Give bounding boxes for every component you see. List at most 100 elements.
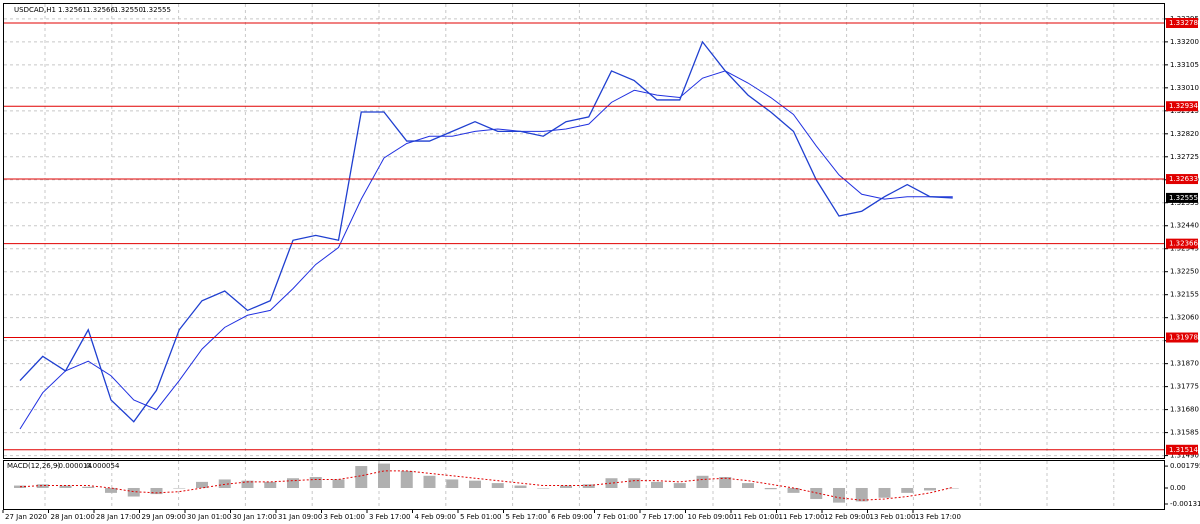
- macd-bar: [82, 486, 95, 488]
- level-label: 1.33278: [1169, 19, 1198, 27]
- x-tick-label: 13 Feb 17:00: [915, 513, 961, 521]
- level-label: 1.31978: [1169, 334, 1198, 342]
- macd-bar: [150, 487, 163, 495]
- x-tick-label: 30 Jan 17:00: [233, 513, 277, 521]
- macd-bar: [196, 481, 208, 488]
- macd-signal: [19, 470, 953, 501]
- x-tick-label: 29 Jan 09:00: [142, 513, 186, 521]
- level-tag: [1166, 444, 1198, 455]
- level-tag: [1166, 174, 1198, 185]
- y-tick-label: 0.00: [1170, 484, 1186, 492]
- macd-bar: [742, 483, 754, 488]
- macd-bar: [605, 478, 618, 488]
- macd-bar: [378, 463, 390, 488]
- macd-bar: [446, 479, 459, 488]
- current-price-label: 1.32555: [1169, 194, 1198, 202]
- macd-bar: [787, 487, 800, 493]
- macd-bar: [287, 478, 299, 488]
- y-tick-label: 0.001795: [1170, 462, 1200, 470]
- macd-signal-value: 0.000054: [86, 462, 120, 470]
- y-tick-label: 1.32060: [1170, 314, 1199, 322]
- y-tick-label: 1.32440: [1170, 222, 1199, 230]
- level-tag: [1166, 238, 1198, 249]
- macd-bar: [309, 477, 322, 488]
- x-tick-label: 7 Feb 01:00: [597, 513, 638, 521]
- y-tick-label: 1.32820: [1170, 130, 1199, 138]
- quote-high: 1.32566: [86, 6, 115, 14]
- x-tick-label: 3 Feb 01:00: [324, 513, 365, 521]
- macd-bar: [673, 483, 686, 488]
- macd-bar: [560, 485, 572, 488]
- macd-bar: [241, 480, 254, 488]
- macd-bar: [332, 479, 345, 488]
- macd-bar: [514, 485, 527, 488]
- y-tick-label: 1.31870: [1170, 360, 1199, 368]
- x-tick-label: 7 Feb 17:00: [642, 513, 683, 521]
- level-label: 1.31514: [1169, 446, 1198, 454]
- x-tick-label: 12 Feb 09:00: [824, 513, 870, 521]
- macd-bar: [810, 487, 823, 499]
- macd-bar: [855, 487, 868, 502]
- level-label: 1.32934: [1169, 102, 1198, 110]
- x-tick-label: 28 Jan 17:00: [96, 513, 140, 521]
- macd-value: -0.000014: [56, 462, 92, 470]
- quote-low: 1.32550: [114, 6, 143, 14]
- y-tick-label: 1.32155: [1170, 291, 1199, 299]
- macd-bar: [537, 487, 550, 489]
- macd-bar: [127, 487, 140, 497]
- x-tick-label: 13 Feb 01:00: [870, 513, 916, 521]
- level-label: 1.32633: [1169, 175, 1198, 183]
- y-tick-label: 1.33010: [1170, 84, 1199, 92]
- level-label: 1.32366: [1169, 240, 1198, 248]
- y-tick-label: 1.33105: [1170, 61, 1199, 69]
- macd-bar: [491, 483, 504, 488]
- macd-bar: [105, 487, 117, 493]
- y-tick-label: 1.32725: [1170, 153, 1199, 161]
- macd-bar: [651, 481, 663, 488]
- x-tick-label: 5 Feb 17:00: [506, 513, 547, 521]
- y-tick-label: 1.31775: [1170, 383, 1199, 391]
- level-tag: [1166, 18, 1198, 28]
- x-tick-label: 10 Feb 09:00: [688, 513, 734, 521]
- y-tick-label: 1.33200: [1170, 38, 1199, 46]
- symbol: USDCAD,H1: [14, 6, 56, 14]
- x-tick-label: 28 Jan 01:00: [51, 513, 95, 521]
- macd-bar: [719, 477, 732, 488]
- macd-bar: [36, 484, 49, 488]
- macd-bar: [59, 485, 72, 488]
- macd-bar: [833, 487, 845, 503]
- current-price-tag: [1166, 192, 1198, 203]
- macd-bar: [924, 487, 936, 491]
- level-tag: [1166, 332, 1198, 343]
- macd-bar: [264, 481, 277, 488]
- x-tick-label: 11 Feb 17:00: [779, 513, 825, 521]
- macd-bar: [218, 479, 231, 488]
- macd-frame: [3, 460, 1165, 510]
- macd-bar: [696, 475, 709, 488]
- y-tick-label: 1.31585: [1170, 429, 1199, 437]
- y-tick-label: 1.32345: [1170, 245, 1199, 253]
- macd-bar: [173, 487, 186, 489]
- y-tick-label: 1.31680: [1170, 406, 1199, 414]
- grid: [4, 4, 1164, 509]
- macd-bar: [764, 487, 777, 490]
- y-tick-label: 1.31490: [1170, 452, 1199, 460]
- x-tick-label: 30 Jan 01:00: [187, 513, 231, 521]
- x-tick-label: 31 Jan 09:00: [278, 513, 322, 521]
- macd-bar: [469, 480, 481, 488]
- y-tick-label: 1.32250: [1170, 268, 1199, 276]
- macd-bar: [423, 475, 436, 488]
- level-tag: [1166, 101, 1198, 112]
- x-tick-label: 6 Feb 09:00: [551, 513, 592, 521]
- macd-bar: [628, 478, 641, 488]
- macd-bar: [355, 466, 368, 488]
- macd-bar: [901, 487, 914, 493]
- macd-bar: [878, 487, 891, 498]
- x-tick-label: 11 Feb 01:00: [733, 513, 779, 521]
- macd-bar: [946, 487, 959, 489]
- price-line: [19, 40, 953, 423]
- x-tick-label: 5 Feb 01:00: [460, 513, 501, 521]
- macd-title: MACD(12,26,9): [7, 462, 60, 470]
